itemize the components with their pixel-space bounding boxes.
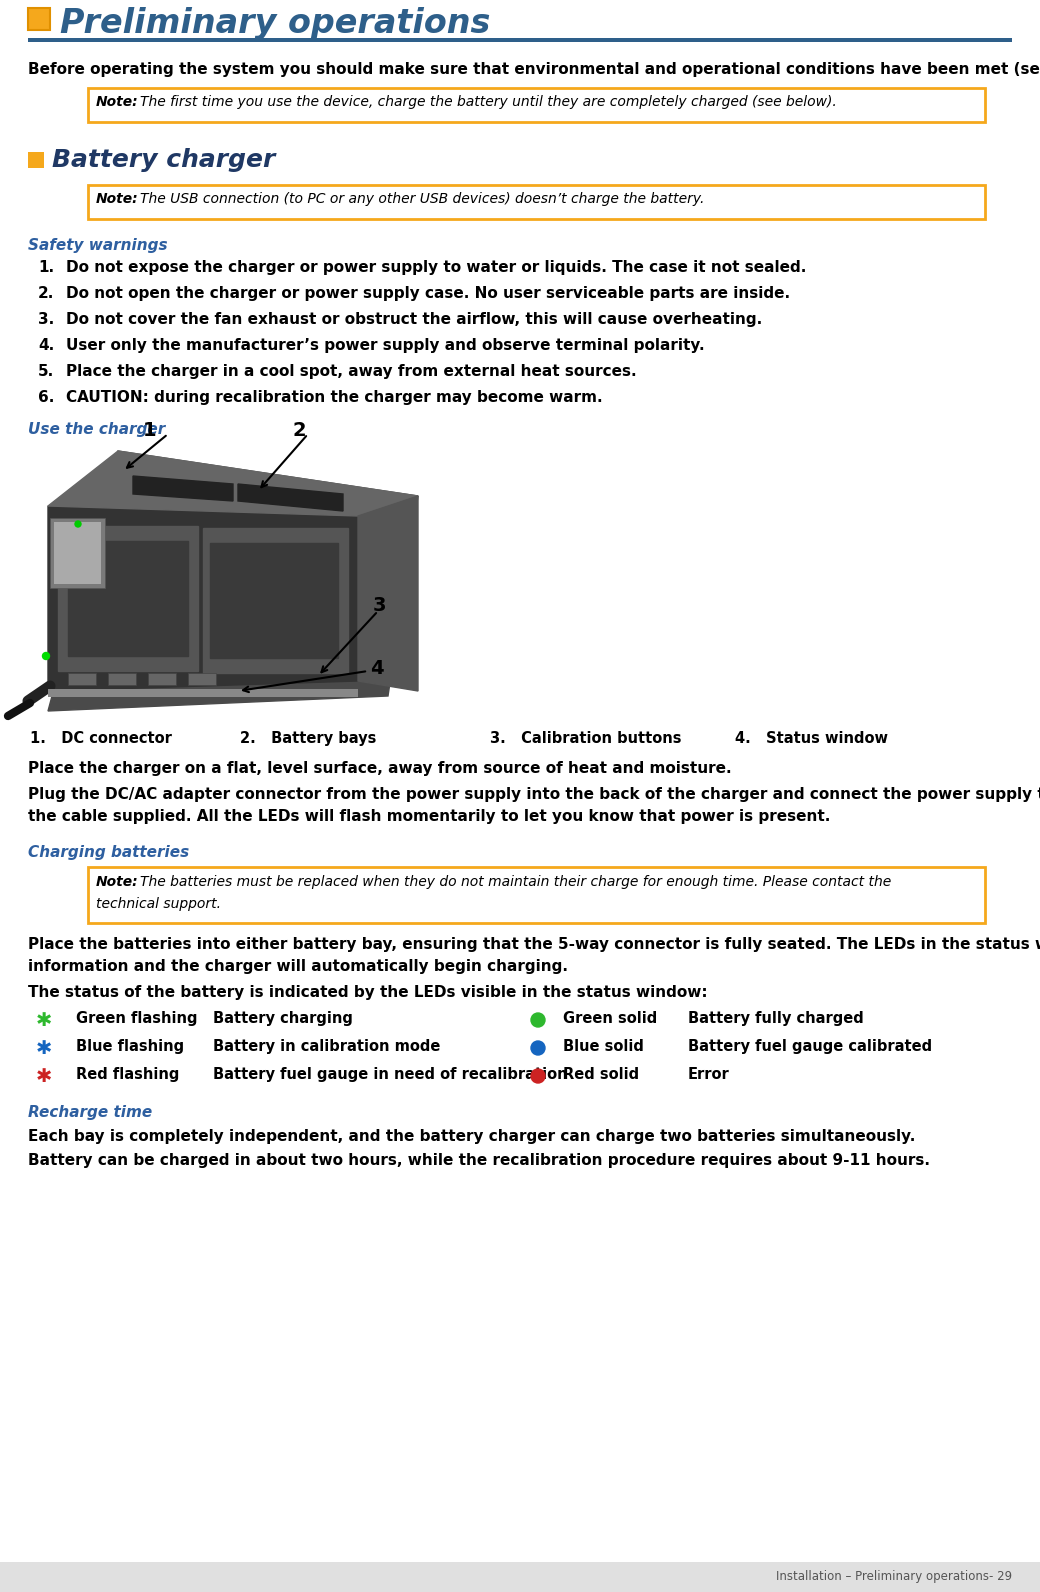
- Text: the cable supplied. All the LEDs will flash momentarily to let you know that pow: the cable supplied. All the LEDs will fl…: [28, 809, 830, 825]
- Text: Use the charger: Use the charger: [28, 422, 165, 436]
- Text: Battery fuel gauge calibrated: Battery fuel gauge calibrated: [688, 1040, 932, 1054]
- Text: 1.   DC connector: 1. DC connector: [30, 731, 172, 747]
- Text: Note:: Note:: [96, 96, 138, 108]
- Polygon shape: [48, 451, 418, 516]
- Text: The status of the battery is indicated by the LEDs visible in the status window:: The status of the battery is indicated b…: [28, 985, 707, 1000]
- Circle shape: [531, 1013, 545, 1027]
- Text: Note:: Note:: [96, 193, 138, 205]
- Text: Plug the DC/AC adapter connector from the power supply into the back of the char: Plug the DC/AC adapter connector from th…: [28, 786, 1040, 802]
- Polygon shape: [133, 476, 233, 501]
- Text: 3.   Calibration buttons: 3. Calibration buttons: [490, 731, 681, 747]
- Text: Place the charger on a flat, level surface, away from source of heat and moistur: Place the charger on a flat, level surfa…: [28, 761, 731, 775]
- Text: The batteries must be replaced when they do not maintain their charge for enough: The batteries must be replaced when they…: [140, 876, 891, 888]
- Bar: [108, 673, 136, 685]
- FancyBboxPatch shape: [88, 185, 985, 220]
- Text: 6.: 6.: [38, 390, 54, 404]
- Text: Recharge time: Recharge time: [28, 1105, 152, 1121]
- Polygon shape: [68, 541, 188, 656]
- Text: Battery can be charged in about two hours, while the recalibration procedure req: Battery can be charged in about two hour…: [28, 1153, 930, 1169]
- Text: The USB connection (to PC or any other USB devices) doesn’t charge the battery.: The USB connection (to PC or any other U…: [140, 193, 704, 205]
- Polygon shape: [48, 506, 358, 691]
- Text: Place the batteries into either battery bay, ensuring that the 5-way connector i: Place the batteries into either battery …: [28, 938, 1040, 952]
- Text: The first time you use the device, charge the battery until they are completely : The first time you use the device, charg…: [140, 96, 837, 108]
- Text: Red flashing: Red flashing: [76, 1067, 179, 1083]
- Circle shape: [75, 521, 81, 527]
- Text: Green flashing: Green flashing: [76, 1011, 198, 1025]
- Text: 5.: 5.: [38, 365, 54, 379]
- Text: technical support.: technical support.: [96, 896, 222, 911]
- Text: 3: 3: [373, 595, 387, 615]
- Text: 2.: 2.: [38, 287, 54, 301]
- Text: Do not expose the charger or power supply to water or liquids. The case it not s: Do not expose the charger or power suppl…: [66, 259, 806, 275]
- Text: Error: Error: [688, 1067, 730, 1083]
- Text: CAUTION: during recalibration the charger may become warm.: CAUTION: during recalibration the charge…: [66, 390, 602, 404]
- Text: ✱: ✱: [36, 1040, 52, 1059]
- Text: Do not open the charger or power supply case. No user serviceable parts are insi: Do not open the charger or power supply …: [66, 287, 790, 301]
- Text: 1.: 1.: [38, 259, 54, 275]
- Polygon shape: [48, 451, 418, 712]
- Text: Safety warnings: Safety warnings: [28, 237, 167, 253]
- Text: Blue flashing: Blue flashing: [76, 1040, 184, 1054]
- Text: 4.: 4.: [38, 338, 54, 353]
- FancyBboxPatch shape: [88, 868, 985, 923]
- Bar: [28, 38, 1012, 41]
- Polygon shape: [238, 484, 343, 511]
- Text: Battery charging: Battery charging: [213, 1011, 353, 1025]
- Bar: [54, 522, 101, 584]
- Text: Note:: Note:: [96, 876, 138, 888]
- Text: ✱: ✱: [36, 1067, 52, 1086]
- Text: Battery fully charged: Battery fully charged: [688, 1011, 864, 1025]
- Text: Green solid: Green solid: [563, 1011, 657, 1025]
- Text: 4: 4: [370, 659, 384, 678]
- Bar: [188, 673, 216, 685]
- Text: User only the manufacturer’s power supply and observe terminal polarity.: User only the manufacturer’s power suppl…: [66, 338, 705, 353]
- Text: Before operating the system you should make sure that environmental and operatio: Before operating the system you should m…: [28, 62, 1040, 76]
- Text: Installation – Preliminary operations- 29: Installation – Preliminary operations- 2…: [776, 1570, 1012, 1582]
- Bar: [28, 8, 50, 30]
- Bar: [148, 673, 176, 685]
- Text: 1: 1: [144, 420, 157, 439]
- Text: ✱: ✱: [36, 1011, 52, 1030]
- Text: information and the charger will automatically begin charging.: information and the charger will automat…: [28, 958, 568, 974]
- Text: Do not cover the fan exhaust or obstruct the airflow, this will cause overheatin: Do not cover the fan exhaust or obstruct…: [66, 312, 762, 326]
- Text: 3.: 3.: [38, 312, 54, 326]
- Circle shape: [531, 1068, 545, 1083]
- Text: Charging batteries: Charging batteries: [28, 845, 189, 860]
- Text: Battery in calibration mode: Battery in calibration mode: [213, 1040, 440, 1054]
- Polygon shape: [210, 543, 338, 657]
- Text: Each bay is completely independent, and the battery charger can charge two batte: Each bay is completely independent, and …: [28, 1129, 915, 1145]
- Text: Place the charger in a cool spot, away from external heat sources.: Place the charger in a cool spot, away f…: [66, 365, 636, 379]
- FancyBboxPatch shape: [88, 88, 985, 123]
- Text: 2: 2: [293, 420, 307, 439]
- Text: Red solid: Red solid: [563, 1067, 640, 1083]
- Polygon shape: [203, 529, 348, 673]
- Polygon shape: [358, 497, 418, 691]
- Text: 4.   Status window: 4. Status window: [735, 731, 888, 747]
- Text: 2.   Battery bays: 2. Battery bays: [240, 731, 376, 747]
- Circle shape: [43, 653, 50, 659]
- Bar: [68, 673, 96, 685]
- Text: Blue solid: Blue solid: [563, 1040, 644, 1054]
- Text: Battery charger: Battery charger: [52, 148, 276, 172]
- Bar: [50, 517, 105, 587]
- Bar: [0, 1562, 1040, 1592]
- Bar: [48, 689, 358, 697]
- Polygon shape: [58, 525, 198, 670]
- Circle shape: [531, 1041, 545, 1055]
- Text: Battery fuel gauge in need of recalibration: Battery fuel gauge in need of recalibrat…: [213, 1067, 568, 1083]
- Text: Preliminary operations: Preliminary operations: [60, 6, 491, 40]
- Bar: [28, 151, 44, 169]
